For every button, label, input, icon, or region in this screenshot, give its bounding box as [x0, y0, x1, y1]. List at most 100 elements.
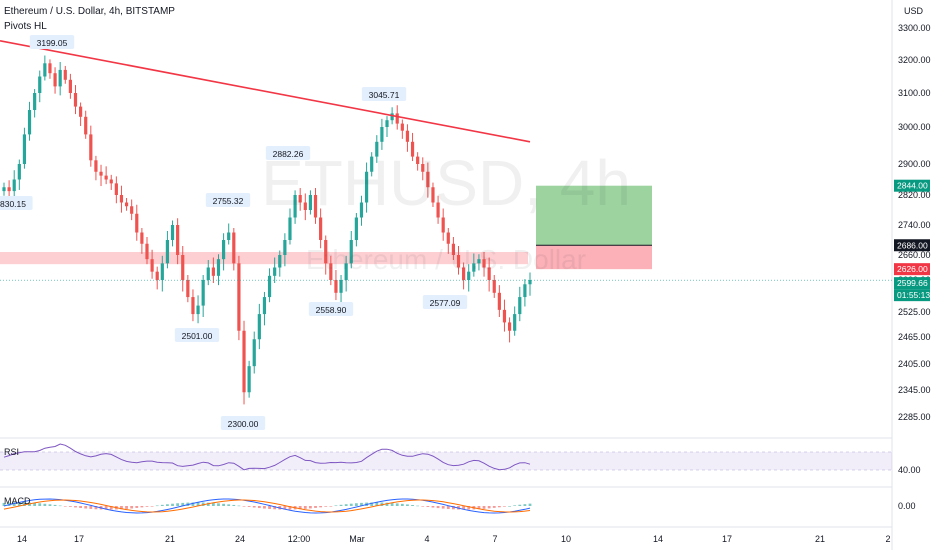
candle-body[interactable]	[283, 240, 287, 255]
candle-body[interactable]	[68, 79, 72, 93]
candle-body[interactable]	[339, 280, 343, 293]
candle-body[interactable]	[410, 141, 415, 157]
candle-body[interactable]	[216, 259, 221, 276]
candle-body[interactable]	[319, 217, 323, 241]
candle-body[interactable]	[364, 171, 369, 203]
candle-body[interactable]	[63, 69, 67, 80]
macd-signal-line[interactable]	[3, 499, 531, 513]
candle-body[interactable]	[242, 330, 246, 393]
candle-body[interactable]	[405, 130, 410, 142]
candle-body[interactable]	[7, 187, 11, 192]
candle-body[interactable]	[237, 263, 241, 331]
candle-body[interactable]	[257, 314, 261, 340]
candle-body[interactable]	[99, 171, 103, 176]
candle-body[interactable]	[140, 232, 144, 244]
candle-body[interactable]	[119, 195, 124, 203]
candle-body[interactable]	[79, 106, 83, 117]
candle-body[interactable]	[456, 255, 461, 268]
candle-body[interactable]	[160, 263, 164, 280]
candle-body[interactable]	[436, 202, 440, 218]
candle-body[interactable]	[17, 164, 21, 180]
macd-line[interactable]	[3, 498, 531, 514]
candle-body[interactable]	[426, 171, 430, 188]
candle-body[interactable]	[43, 63, 47, 77]
candle-body[interactable]	[206, 267, 210, 281]
candle-body[interactable]	[451, 243, 455, 255]
candle-body[interactable]	[186, 280, 190, 298]
candle-body[interactable]	[462, 267, 466, 281]
candle-body[interactable]	[278, 255, 282, 268]
candle-body[interactable]	[385, 120, 389, 127]
candle-body[interactable]	[27, 110, 32, 135]
candle-body[interactable]	[109, 179, 113, 184]
candle-body[interactable]	[303, 202, 307, 211]
candle-body[interactable]	[104, 175, 108, 180]
candle-body[interactable]	[232, 232, 236, 264]
candle-body[interactable]	[221, 240, 226, 260]
candle-body[interactable]	[135, 213, 139, 233]
candle-body[interactable]	[176, 225, 180, 255]
candle-body[interactable]	[477, 259, 481, 264]
candle-body[interactable]	[507, 322, 512, 331]
trendline[interactable]	[0, 40, 531, 143]
candle-body[interactable]	[416, 156, 420, 164]
candle-body[interactable]	[58, 69, 62, 87]
candle-body[interactable]	[375, 141, 379, 157]
candle-body[interactable]	[84, 116, 88, 135]
candle-body[interactable]	[53, 73, 57, 87]
candle-body[interactable]	[390, 113, 394, 121]
candle-body[interactable]	[262, 297, 267, 315]
candle-body[interactable]	[33, 93, 37, 110]
candle-body[interactable]	[518, 297, 522, 315]
candle-body[interactable]	[441, 217, 445, 233]
candle-body[interactable]	[298, 195, 302, 203]
candle-body[interactable]	[247, 366, 251, 393]
candle-body[interactable]	[124, 202, 129, 207]
candle-body[interactable]	[308, 195, 313, 210]
candle-body[interactable]	[492, 280, 496, 293]
candle-body[interactable]	[528, 280, 532, 285]
candle-body[interactable]	[73, 93, 78, 107]
candle-body[interactable]	[472, 263, 476, 272]
candle-body[interactable]	[38, 76, 42, 94]
candle-body[interactable]	[211, 267, 215, 276]
candle-body[interactable]	[2, 187, 6, 192]
candle-body[interactable]	[421, 164, 425, 172]
candle-body[interactable]	[324, 240, 328, 264]
stop-loss-zone[interactable]	[536, 245, 652, 270]
candle-body[interactable]	[395, 113, 399, 124]
candle-body[interactable]	[89, 134, 93, 161]
candle-body[interactable]	[313, 195, 318, 218]
candle-body[interactable]	[94, 160, 98, 172]
candle-body[interactable]	[354, 217, 358, 241]
candle-body[interactable]	[145, 243, 149, 260]
candle-body[interactable]	[349, 240, 353, 264]
candle-body[interactable]	[380, 127, 384, 142]
candle-body[interactable]	[273, 267, 277, 276]
candle-body[interactable]	[22, 134, 27, 164]
rsi-line[interactable]	[3, 443, 531, 471]
candle-body[interactable]	[267, 275, 272, 298]
candle-body[interactable]	[344, 263, 348, 280]
candle-body[interactable]	[359, 202, 364, 218]
candle-body[interactable]	[48, 63, 52, 74]
candle-body[interactable]	[329, 263, 333, 280]
candle-body[interactable]	[288, 217, 292, 241]
take-profit-zone[interactable]	[536, 185, 652, 246]
candle-body[interactable]	[191, 297, 195, 315]
candle-body[interactable]	[293, 195, 297, 218]
candle-body[interactable]	[523, 284, 527, 298]
candle-body[interactable]	[370, 156, 374, 172]
candle-body[interactable]	[196, 305, 200, 315]
candle-body[interactable]	[446, 232, 450, 244]
candle-body[interactable]	[431, 187, 435, 203]
candle-body[interactable]	[502, 309, 507, 323]
candle-body[interactable]	[467, 271, 471, 280]
candle-body[interactable]	[155, 271, 159, 280]
candle-body[interactable]	[334, 280, 338, 293]
candle-body[interactable]	[201, 280, 205, 306]
candle-body[interactable]	[487, 267, 491, 281]
candle-body[interactable]	[513, 314, 517, 331]
candle-body[interactable]	[12, 179, 16, 192]
